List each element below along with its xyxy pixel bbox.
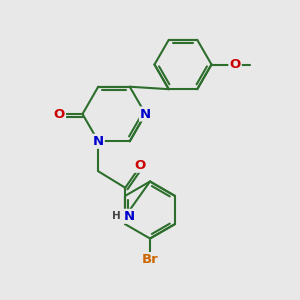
Text: Br: Br bbox=[142, 253, 158, 266]
Text: O: O bbox=[230, 58, 241, 71]
Text: N: N bbox=[123, 210, 134, 223]
Text: N: N bbox=[140, 107, 151, 121]
Text: O: O bbox=[135, 159, 146, 172]
Text: H: H bbox=[112, 211, 121, 221]
Text: N: N bbox=[93, 135, 104, 148]
Text: O: O bbox=[54, 107, 65, 121]
